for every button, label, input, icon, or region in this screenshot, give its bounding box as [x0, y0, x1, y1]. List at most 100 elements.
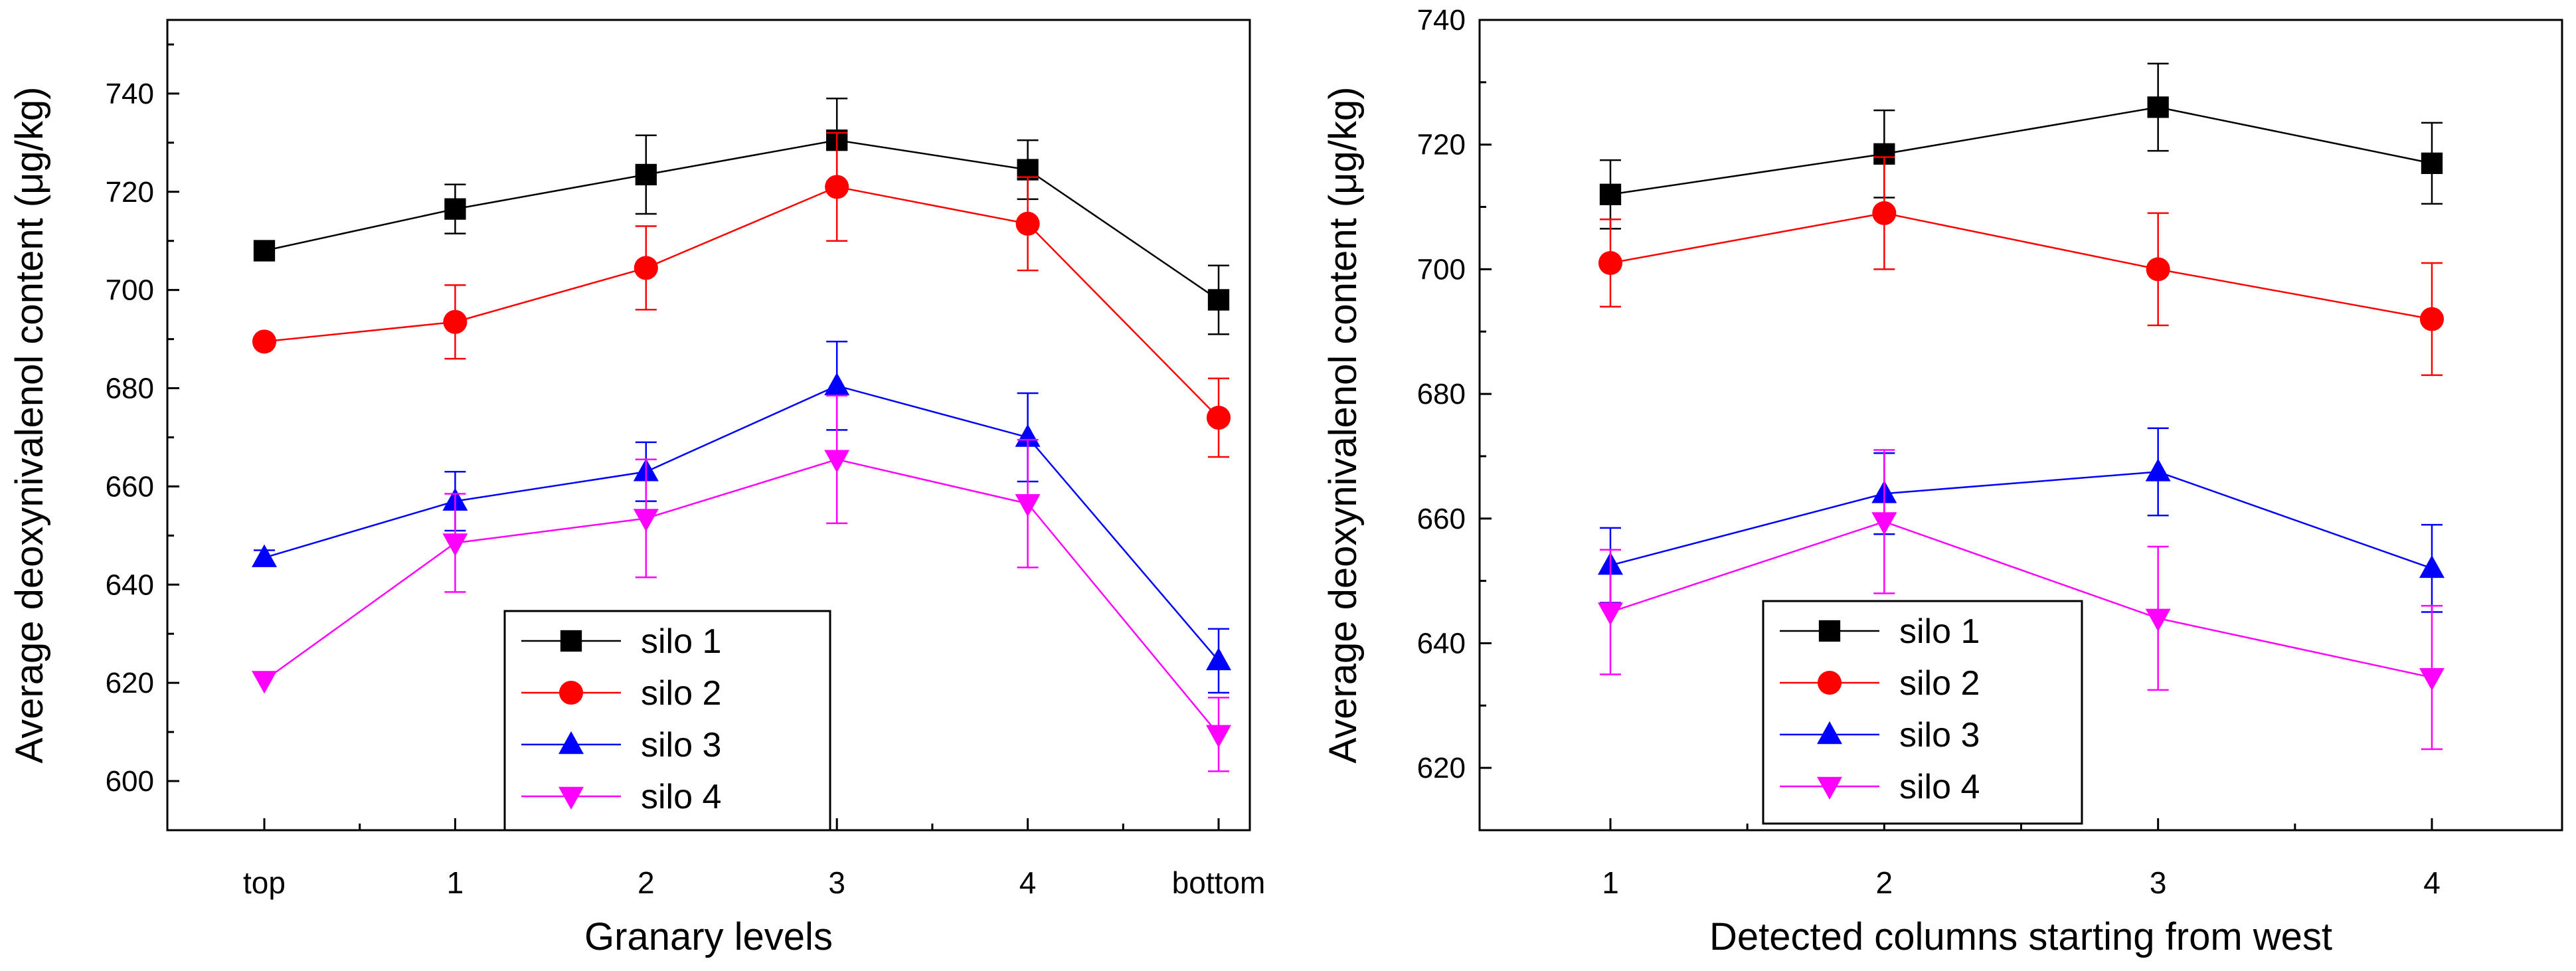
series-4 — [252, 395, 1231, 772]
y-axis-title: Average deoxynivalenol content (μg/kg) — [8, 87, 51, 764]
y-tick-label: 740 — [106, 78, 154, 110]
x-tick-label: 3 — [2150, 865, 2167, 900]
legend-marker — [1818, 620, 1841, 642]
legend: silo 1 silo 2 silo 3 silo 4 — [1762, 600, 2083, 825]
data-point — [2147, 96, 2169, 118]
y-tick-label: 680 — [1417, 378, 1466, 410]
data-point — [2421, 152, 2443, 174]
legend-marker — [560, 630, 582, 652]
data-point — [2419, 667, 2445, 691]
legend-label: silo 2 — [1899, 664, 1980, 703]
legend-box — [503, 610, 831, 832]
y-tick-label: 720 — [106, 176, 154, 209]
legend-label: silo 1 — [1899, 612, 1980, 651]
x-tick-label: 4 — [2423, 865, 2441, 900]
legend-entry: silo 2 — [521, 674, 721, 713]
data-point — [825, 175, 849, 199]
data-point — [1599, 183, 1622, 205]
data-point — [1206, 647, 1231, 671]
data-point — [1598, 250, 1623, 276]
data-point — [252, 671, 277, 694]
data-point — [443, 309, 468, 334]
data-point — [635, 163, 657, 186]
data-point — [633, 509, 659, 532]
x-axis-title: Granary levels — [584, 915, 833, 958]
y-tick-label: 620 — [1417, 752, 1466, 784]
y-tick-label: 700 — [106, 274, 154, 307]
data-point — [1598, 602, 1623, 626]
legend-marker — [558, 786, 584, 810]
y-tick-label: 640 — [1417, 627, 1466, 660]
legend-marker — [558, 731, 584, 754]
x-tick-label: top — [243, 865, 286, 900]
legend-entry: silo 3 — [1780, 716, 1980, 754]
legend-entry: silo 2 — [1780, 664, 1980, 703]
series-4 — [1598, 449, 2445, 750]
series-line — [264, 385, 1219, 662]
data-point — [2419, 307, 2445, 331]
x-axis-title: Detected columns starting from west — [1709, 915, 2332, 958]
legend-label: silo 3 — [641, 726, 721, 764]
x-tick-label: 2 — [638, 865, 655, 900]
chart-2: 620 640 660 680 700 720 740 1 2 3 4 Detected column… — [1322, 4, 2563, 958]
data-point — [442, 533, 468, 557]
legend-label: silo 2 — [641, 674, 721, 713]
data-point — [252, 544, 277, 567]
series-line — [264, 186, 1219, 418]
data-point — [824, 372, 850, 396]
data-point — [1015, 424, 1041, 447]
data-point — [634, 256, 658, 280]
y-tick-label: 680 — [106, 373, 154, 405]
x-tick-label: 2 — [1876, 865, 1893, 900]
legend: silo 1 silo 2 silo 3 silo 4 — [503, 610, 831, 832]
series-line — [264, 139, 1219, 301]
y-tick-label: 700 — [1417, 253, 1466, 286]
data-point — [2419, 555, 2445, 578]
legend-marker — [558, 680, 584, 705]
x-tick-label: 1 — [447, 865, 464, 900]
y-tick-label: 740 — [1417, 4, 1466, 37]
y-tick-label: 720 — [1417, 129, 1466, 161]
x-tick-label: bottom — [1172, 865, 1266, 900]
legend-label: silo 4 — [641, 778, 721, 816]
series-1 — [1599, 62, 2443, 230]
series-3 — [1598, 427, 2445, 613]
y-tick-label: 620 — [106, 667, 154, 699]
y-axis-title: Average deoxynivalenol content (μg/kg) — [1322, 87, 1365, 764]
legend-label: silo 1 — [641, 622, 721, 661]
y-tick-label: 640 — [106, 569, 154, 601]
series-2 — [1598, 156, 2445, 377]
legend-entry: silo 1 — [521, 622, 721, 661]
series-line — [1610, 212, 2433, 320]
legend-entry: silo 1 — [1780, 612, 1980, 651]
series-line — [264, 458, 1219, 735]
data-point — [1015, 211, 1040, 236]
legend-marker — [1817, 721, 1842, 745]
legend-entry: silo 4 — [1780, 768, 1980, 806]
legend-label: silo 3 — [1899, 716, 1980, 754]
series-line — [1610, 521, 2433, 679]
x-tick-label: 1 — [1602, 865, 1619, 900]
legend-marker — [1817, 670, 1842, 695]
data-point — [253, 240, 276, 262]
data-point — [444, 198, 466, 220]
x-tick-label: 3 — [828, 865, 845, 900]
legend-label: silo 4 — [1899, 768, 1980, 806]
legend-marker — [1817, 776, 1842, 800]
y-tick-label: 660 — [1417, 503, 1466, 535]
data-point — [824, 450, 850, 473]
data-point — [1206, 725, 1231, 748]
data-point — [2146, 257, 2170, 282]
y-tick-label: 660 — [106, 470, 154, 503]
legend-entry: silo 4 — [521, 778, 721, 816]
series-line — [1610, 471, 2433, 570]
data-point — [1015, 494, 1041, 517]
data-point — [252, 329, 277, 354]
data-point — [1871, 512, 1897, 535]
series-2 — [252, 132, 1231, 458]
series-line — [1610, 106, 2433, 196]
data-point — [2145, 608, 2171, 632]
series-1 — [253, 98, 1230, 335]
data-point — [1206, 405, 1231, 430]
